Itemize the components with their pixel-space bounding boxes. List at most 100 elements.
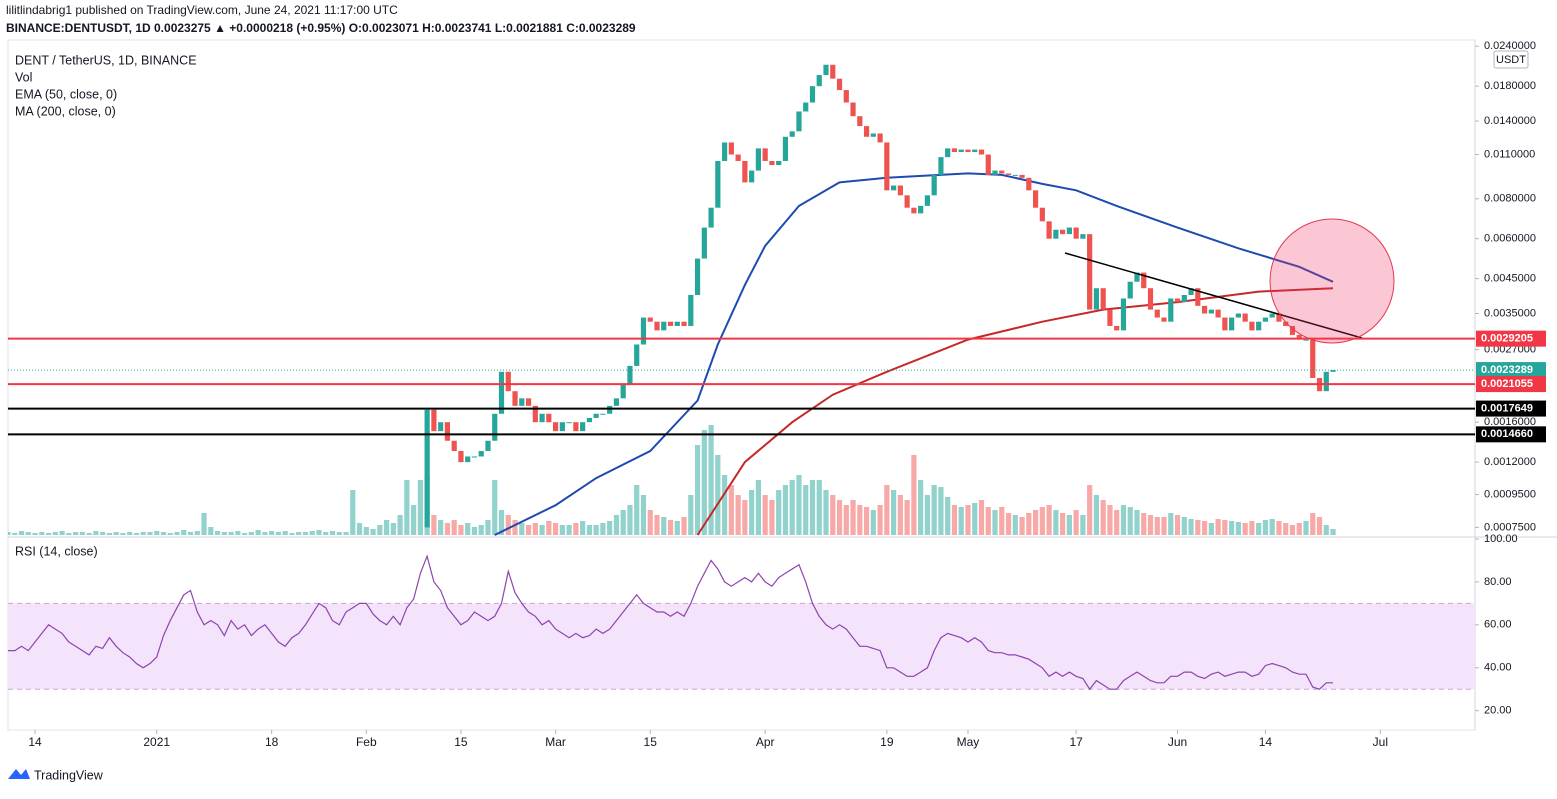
candle	[809, 86, 816, 103]
volume-bar	[1080, 515, 1086, 535]
rsi-y-tick-label: 40.00	[1484, 662, 1512, 674]
volume-bar	[417, 480, 423, 535]
volume-bar	[911, 455, 917, 535]
volume-bar	[1141, 513, 1147, 535]
candle	[945, 148, 951, 158]
volume-bar	[525, 525, 532, 535]
candle	[1330, 370, 1336, 372]
volume-bar	[201, 513, 207, 535]
candle	[1181, 294, 1187, 303]
volume-bar	[120, 533, 126, 535]
candle	[438, 422, 444, 432]
volume-bar	[1005, 513, 1012, 535]
volume-bar	[532, 523, 538, 535]
volume-bar	[721, 475, 728, 535]
candle	[1242, 313, 1248, 322]
symbol-line: BINANCE:DENTUSDT, 1D 0.0023275 ▲ +0.0000…	[6, 21, 636, 35]
candle	[607, 405, 613, 414]
candle	[742, 160, 748, 183]
volume-bar	[600, 523, 606, 535]
candle	[830, 64, 836, 79]
y-tick-label: 0.0240000	[1484, 40, 1536, 52]
volume-bar	[465, 523, 471, 535]
candle	[654, 321, 660, 331]
candle	[728, 142, 734, 155]
candle	[769, 160, 775, 166]
volume-bar	[356, 523, 363, 535]
candle	[1147, 288, 1154, 310]
volume-bar	[106, 533, 113, 535]
candle	[1174, 298, 1181, 303]
volume-bar	[647, 510, 653, 535]
level-box	[1476, 376, 1546, 393]
volume-bar	[390, 523, 396, 535]
volume-bar	[891, 490, 897, 535]
candle	[1249, 321, 1255, 331]
volume-bar	[1093, 495, 1100, 535]
candle	[924, 195, 931, 206]
candle	[1235, 313, 1241, 318]
candle	[721, 142, 728, 161]
volume-bar	[262, 532, 268, 535]
volume-bar	[735, 495, 741, 535]
candle	[1141, 272, 1147, 289]
volume-bar	[73, 532, 79, 535]
volume-bar	[127, 532, 133, 535]
candle	[850, 102, 856, 117]
unit-label: USDT	[1496, 54, 1526, 66]
volume-bar	[1168, 513, 1174, 535]
volume-bar	[965, 505, 971, 535]
candle	[512, 391, 518, 406]
candle	[843, 90, 849, 103]
candle	[667, 321, 674, 326]
level-label: 0.0014660	[1481, 428, 1533, 440]
candle	[1046, 221, 1052, 239]
volume-bar	[1201, 521, 1208, 535]
candle	[951, 148, 958, 153]
candle	[1107, 309, 1113, 326]
candle	[1066, 227, 1072, 235]
volume-bar	[1107, 505, 1113, 535]
y-tick-label: 0.0012000	[1484, 456, 1536, 468]
volume-bar	[228, 532, 234, 535]
volume-bar	[1303, 521, 1309, 535]
candle	[1303, 339, 1309, 341]
candle	[492, 413, 498, 441]
candle	[789, 131, 795, 137]
highlight-circle	[1269, 218, 1395, 344]
volume-bar	[329, 531, 336, 535]
candle	[559, 422, 565, 432]
candle	[782, 136, 789, 161]
candle	[471, 456, 478, 458]
x-tick-label: 14	[1259, 735, 1273, 749]
candle	[674, 321, 680, 326]
rsi-y-tick-label: 20.00	[1484, 705, 1512, 717]
candle	[566, 422, 572, 424]
volume-bar	[52, 532, 58, 535]
candle	[978, 149, 985, 155]
volume-bar	[336, 532, 342, 535]
candle	[539, 413, 545, 423]
volume-bar	[1114, 510, 1120, 535]
volume-bar	[985, 507, 991, 535]
volume-bar	[816, 480, 822, 535]
volume-bar	[694, 445, 701, 535]
volume-bar	[850, 500, 856, 535]
x-tick-label: 15	[644, 735, 658, 749]
candle	[816, 75, 822, 87]
legend-ema: EMA (50, close, 0)	[15, 87, 117, 101]
volume-bar	[194, 531, 200, 535]
candle	[823, 64, 829, 76]
volume-bar	[769, 500, 775, 535]
candle	[884, 142, 890, 191]
candle	[525, 398, 532, 406]
volume-bar	[559, 525, 565, 535]
volume-bar	[1229, 521, 1235, 535]
candle	[1195, 288, 1201, 306]
volume-bar	[498, 510, 505, 535]
candle	[451, 440, 457, 452]
x-tick-label: Apr	[756, 735, 775, 749]
candle	[857, 116, 863, 127]
candle	[911, 207, 917, 214]
